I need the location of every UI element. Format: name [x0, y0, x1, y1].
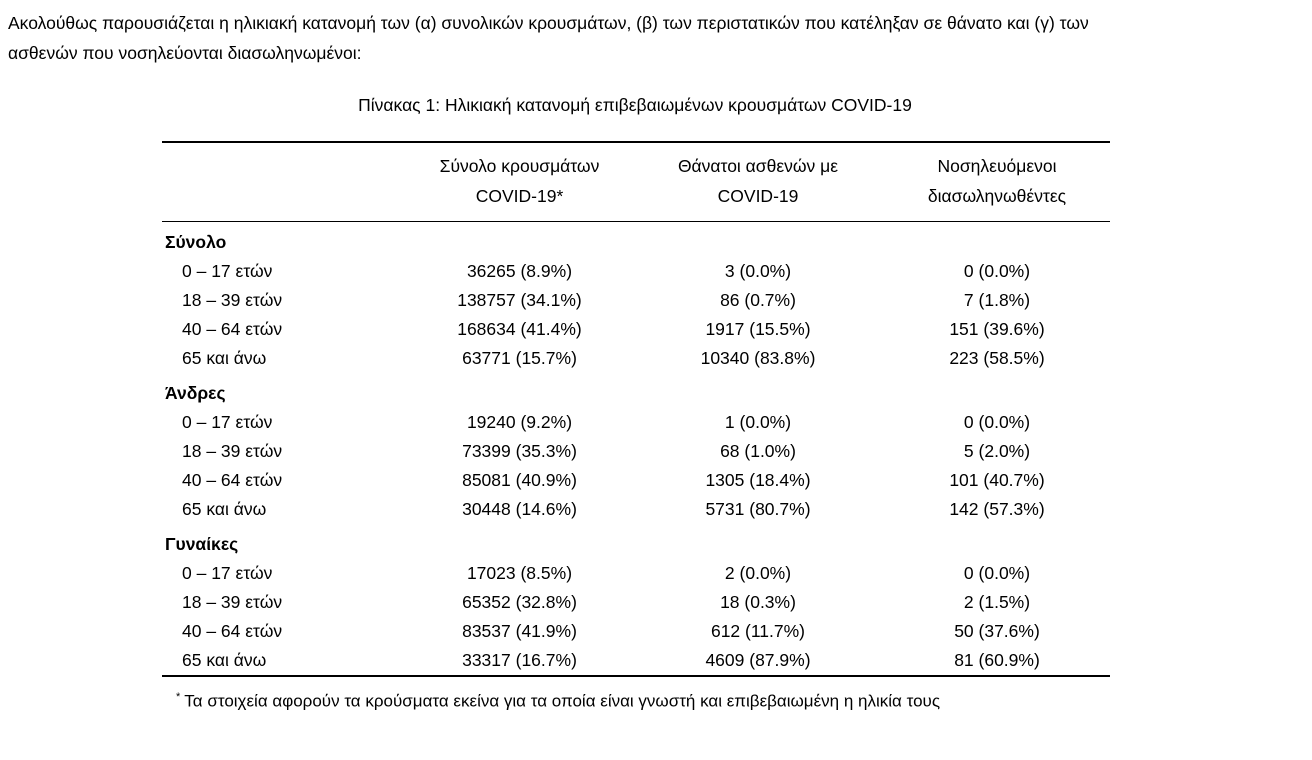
header-row: Σύνολο κρουσμάτων COVID-19* Θάνατοι ασθε… [162, 142, 1110, 222]
deaths-cell: 4609 (87.9%) [705, 650, 811, 670]
table-header: Σύνολο κρουσμάτων COVID-19* Θάνατοι ασθε… [162, 142, 1110, 222]
table-row: 65 και άνω 33317 (16.7%) 4609 (87.9%) 81 (6… [162, 646, 1110, 676]
table-row: 0 – 17 ετών 36265 (8.9%) 3 (0.0%) 0 (0.0%) [162, 257, 1110, 286]
group-label: Άνδρες [165, 383, 226, 403]
intubated-cell: 2 (1.5%) [963, 592, 1031, 612]
cases-cell: 83537 (41.9%) [462, 621, 577, 641]
cases-cell: 17023 (8.5%) [466, 563, 573, 583]
empty-header-cell [162, 142, 407, 222]
deaths-cell: 2 (0.0%) [724, 563, 792, 583]
footnote-asterisk: * [176, 691, 181, 703]
table-row: 65 και άνω 30448 (14.6%) 5731 (80.7%) 142 (… [162, 495, 1110, 524]
age-label: 0 – 17 ετών [182, 563, 273, 583]
group-header-row: Άνδρες [162, 373, 1110, 408]
table-row: 18 – 39 ετών 138757 (34.1%) 86 (0.7%) 7 (1.… [162, 286, 1110, 315]
table-body: Σύνολο 0 – 17 ετών 36265 (8.9%) 3 (0.0%) 0 (… [162, 222, 1110, 677]
deaths-cell: 1305 (18.4%) [705, 470, 811, 490]
deaths-cell: 10340 (83.8%) [700, 348, 816, 368]
age-label: 65 και άνω [182, 650, 267, 670]
column-header-deaths: Θάνατοι ασθενών με COVID-19 [632, 142, 884, 222]
deaths-cell: 68 (1.0%) [720, 441, 796, 461]
age-label: 40 – 64 ετών [182, 621, 283, 641]
intubated-cell: 0 (0.0%) [963, 412, 1031, 432]
age-label: 0 – 17 ετών [182, 412, 273, 432]
cases-cell: 19240 (9.2%) [466, 412, 573, 432]
intubated-cell: 151 (39.6%) [949, 319, 1045, 339]
cases-cell: 65352 (32.8%) [462, 592, 577, 612]
cases-cell: 30448 (14.6%) [462, 499, 577, 519]
group-label: Γυναίκες [165, 534, 239, 554]
table-title: Πίνακας 1: Ηλικιακή κατανομή επιβεβαιωμέ… [358, 95, 912, 115]
table-row: 0 – 17 ετών 19240 (9.2%) 1 (0.0%) 0 (0.0%) [162, 408, 1110, 437]
age-label: 18 – 39 ετών [182, 290, 283, 310]
table-row: 65 και άνω 63771 (15.7%) 10340 (83.8%) 223 … [162, 344, 1110, 373]
deaths-cell: 612 (11.7%) [710, 621, 806, 641]
intubated-cell: 5 (2.0%) [963, 441, 1031, 461]
age-label: 40 – 64 ετών [182, 319, 283, 339]
age-label: 18 – 39 ετών [182, 441, 283, 461]
age-label: 65 και άνω [182, 348, 267, 368]
cases-cell: 73399 (35.3%) [462, 441, 577, 461]
footnote-text: Τα στοιχεία αφορούν τα κρούσματα εκείνα … [184, 691, 941, 711]
table-row: 18 – 39 ετών 65352 (32.8%) 18 (0.3%) 2 (1.5… [162, 588, 1110, 617]
age-label: 65 και άνω [182, 499, 267, 519]
deaths-cell: 18 (0.3%) [720, 592, 796, 612]
intubated-cell: 0 (0.0%) [963, 261, 1031, 281]
intubated-cell: 0 (0.0%) [963, 563, 1031, 583]
deaths-cell: 5731 (80.7%) [705, 499, 811, 519]
intubated-cell: 50 (37.6%) [954, 621, 1040, 641]
cases-cell: 85081 (40.9%) [462, 470, 577, 490]
table-row: 0 – 17 ετών 17023 (8.5%) 2 (0.0%) 0 (0.0%) [162, 559, 1110, 588]
intubated-cell: 142 (57.3%) [949, 499, 1045, 519]
cases-cell: 168634 (41.4%) [457, 319, 582, 339]
table-row: 40 – 64 ετών 85081 (40.9%) 1305 (18.4%) 101… [162, 466, 1110, 495]
age-label: 18 – 39 ετών [182, 592, 283, 612]
table-footnote: * Τα στοιχεία αφορούν τα κρούσματα εκείνα… [176, 685, 1312, 714]
intubated-cell: 223 (58.5%) [949, 348, 1045, 368]
cases-cell: 36265 (8.9%) [466, 261, 573, 281]
column-header-intubated: Νοσηλευόμενοι διασωληνωθέντες [884, 142, 1110, 222]
group-header-row: Σύνολο [162, 222, 1110, 258]
deaths-cell: 1917 (15.5%) [705, 319, 811, 339]
cases-cell: 33317 (16.7%) [462, 650, 577, 670]
document-page: Ακολούθως παρουσιάζεται η ηλικιακή καταν… [0, 8, 1312, 714]
covid-age-distribution-table: Σύνολο κρουσμάτων COVID-19* Θάνατοι ασθε… [162, 141, 1110, 677]
cases-cell: 63771 (15.7%) [462, 348, 577, 368]
deaths-cell: 1 (0.0%) [724, 412, 792, 432]
cases-cell: 138757 (34.1%) [457, 290, 582, 310]
table-row: 40 – 64 ετών 168634 (41.4%) 1917 (15.5%) 15… [162, 315, 1110, 344]
table-row: 40 – 64 ετών 83537 (41.9%) 612 (11.7%) 50 (… [162, 617, 1110, 646]
age-label: 40 – 64 ετών [182, 470, 283, 490]
intubated-cell: 7 (1.8%) [963, 290, 1031, 310]
group-header-row: Γυναίκες [162, 524, 1110, 559]
intubated-cell: 101 (40.7%) [949, 470, 1045, 490]
table-row: 18 – 39 ετών 73399 (35.3%) 68 (1.0%) 5 (2.0… [162, 437, 1110, 466]
age-label: 0 – 17 ετών [182, 261, 273, 281]
intro-paragraph: Ακολούθως παρουσιάζεται η ηλικιακή καταν… [8, 13, 1089, 63]
deaths-cell: 3 (0.0%) [724, 261, 792, 281]
group-label: Σύνολο [165, 232, 227, 252]
deaths-cell: 86 (0.7%) [720, 290, 796, 310]
intubated-cell: 81 (60.9%) [954, 650, 1040, 670]
column-header-total-cases: Σύνολο κρουσμάτων COVID-19* [407, 142, 632, 222]
